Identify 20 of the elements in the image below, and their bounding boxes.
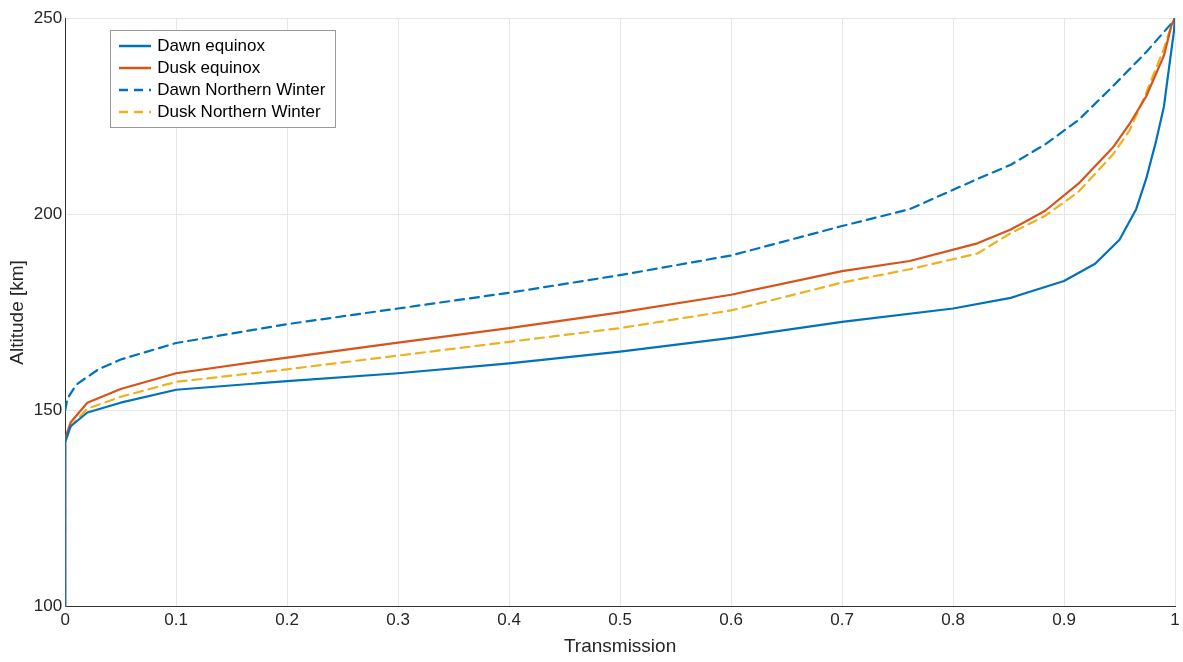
x-tick-label: 0.4 [497,609,521,629]
x-tick-label: 0.5 [608,609,632,629]
y-tick-label: 150 [33,400,63,420]
legend-label: Dawn equinox [157,35,265,57]
x-tick-label: 0.2 [275,609,299,629]
x-tick-label: 0.8 [941,609,965,629]
x-tick-label: 0.6 [719,609,743,629]
x-tick-label: 0.7 [830,609,854,629]
x-tick-label: 0.1 [164,609,188,629]
x-tick-label: 0.9 [1052,609,1076,629]
legend-label: Dusk equinox [157,57,261,79]
y-tick-label: 200 [33,203,63,223]
x-tick-label: 1 [1170,609,1180,629]
x-axis-title: Transmission [563,634,677,656]
x-tick-label: 0.3 [386,609,410,629]
legend-label: Dusk Northern Winter [157,101,321,123]
legend-label: Dawn Northern Winter [157,79,326,101]
y-axis-title: Altitude [km] [5,260,27,365]
x-tick-label: 0 [60,609,70,629]
y-tick-label: 250 [33,7,63,27]
